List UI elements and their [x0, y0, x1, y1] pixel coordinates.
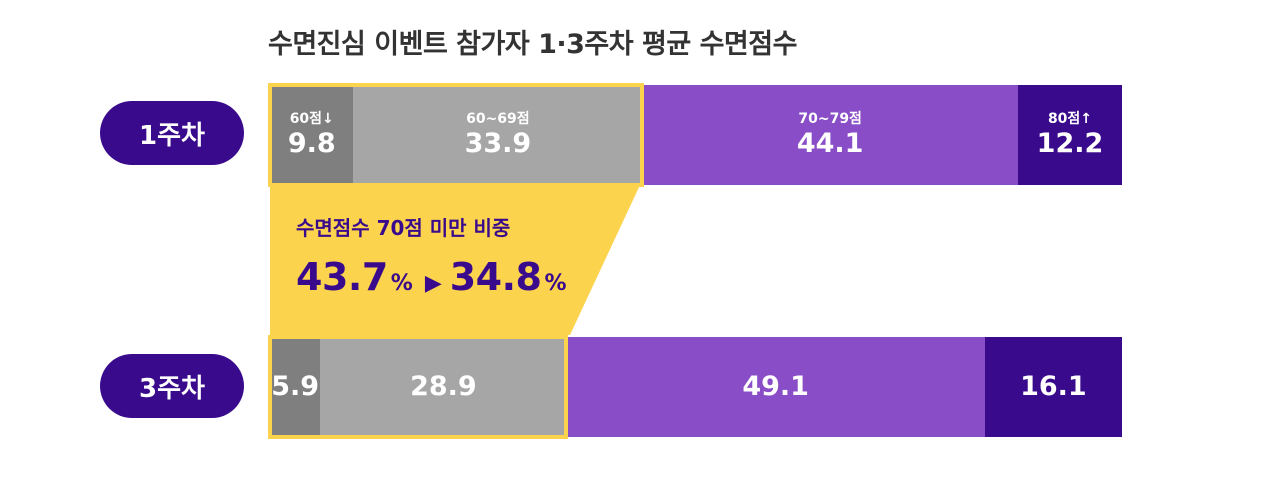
segment-category-label: 60점↓	[289, 110, 334, 127]
week-label-1: 1주차	[100, 101, 244, 165]
callout-values: 43.7 % ▶ 34.8 %	[296, 255, 567, 299]
segment-value-label: 49.1	[742, 370, 809, 402]
callout-text: 수면점수 70점 미만 비중 43.7 % ▶ 34.8 %	[296, 212, 567, 299]
segment-value-label: 5.9	[271, 370, 320, 402]
bar-segment-row1-1: 60~69점 33.9	[353, 85, 643, 185]
bar-segment-row1-2: 70~79점 44.1	[642, 85, 1019, 185]
week-label-3: 3주차	[100, 354, 244, 418]
callout-from-unit: %	[390, 271, 413, 296]
segment-value-label: 9.8	[287, 127, 336, 159]
segment-category-label: 80점↑	[1047, 110, 1093, 127]
chart-title: 수면진심 이벤트 참가자 1·3주차 평균 수면점수	[268, 29, 797, 60]
segment-value-label: 28.9	[410, 370, 477, 402]
callout-to-unit: %	[544, 271, 567, 296]
bar-segment-row2-0: 5.9	[270, 337, 321, 437]
bar-segment-row1-0: 60점↓ 9.8	[270, 85, 354, 185]
callout-to-value: 34.8	[449, 255, 542, 299]
bar-segment-row2-1: 28.9	[320, 337, 567, 437]
bar-week-3: 5.9 28.9 49.1 16.1	[270, 337, 1122, 437]
segment-value-label: 33.9	[464, 127, 532, 159]
segment-value-label: 44.1	[796, 127, 864, 159]
segment-category-label: 70~79점	[798, 110, 862, 127]
segment-value-label: 16.1	[1020, 370, 1087, 402]
bar-week-1: 60점↓ 9.8 60~69점 33.9 70~79점 44.1 80점↑ 12.2	[270, 85, 1122, 185]
callout-label: 수면점수 70점 미만 비중	[296, 216, 511, 240]
segment-category-label: 60~69점	[466, 110, 530, 127]
segment-value-label: 12.2	[1036, 127, 1104, 159]
callout-from-value: 43.7	[296, 255, 388, 299]
callout-trapezoid	[270, 185, 640, 335]
bar-segment-row2-2: 49.1	[566, 337, 985, 437]
arrow-right-icon: ▶	[424, 271, 442, 296]
bar-segment-row1-3: 80점↑ 12.2	[1018, 85, 1122, 185]
bar-segment-row2-3: 16.1	[984, 337, 1122, 437]
